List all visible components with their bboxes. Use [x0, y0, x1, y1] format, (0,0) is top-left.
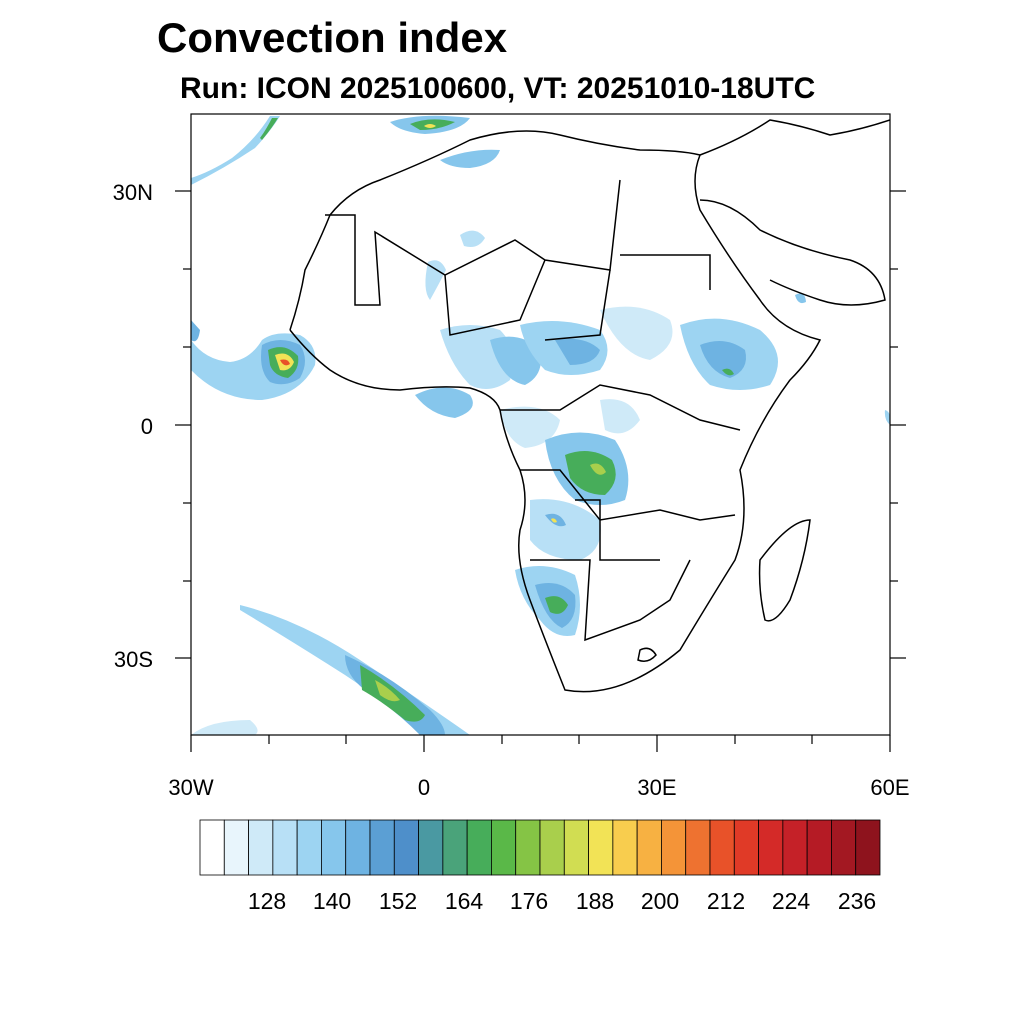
map-subtitle: Run: ICON 2025100600, VT: 20251010-18UTC — [180, 72, 816, 105]
colorbar-swatch — [418, 819, 444, 876]
colorbar-swatch — [782, 819, 808, 876]
colorbar-label: 212 — [706, 888, 746, 914]
y-label-30s: 30S — [113, 647, 153, 672]
colorbar-swatch — [612, 819, 638, 876]
colorbar-swatch — [758, 819, 784, 876]
colorbar-swatch — [442, 819, 468, 876]
map-title: Convection index — [157, 14, 508, 61]
coastlines — [289, 119, 890, 693]
colorbar-label: 128 — [247, 888, 287, 914]
colorbar-swatch — [491, 819, 517, 876]
y-label-30n: 30N — [112, 180, 153, 205]
x-label-0: 0 — [417, 775, 431, 800]
x-label-60e: 60E — [870, 775, 910, 800]
colorbar-swatch — [636, 819, 662, 876]
colorbar-swatch — [466, 819, 492, 876]
colorbar-label: 200 — [640, 888, 680, 914]
colorbar-swatch — [248, 819, 274, 876]
colorbar-swatch — [223, 819, 249, 876]
axis-ticks — [175, 190, 906, 752]
colorbar-label: 188 — [575, 888, 615, 914]
colorbar-swatch — [685, 819, 711, 876]
colorbar-label: 224 — [771, 888, 811, 914]
colorbar-swatch — [661, 819, 687, 876]
colorbar-swatch — [806, 819, 832, 876]
colorbar-label: 164 — [444, 888, 484, 914]
colorbar-swatch — [515, 819, 541, 876]
colorbar-label: 236 — [837, 888, 877, 914]
colorbar-swatch — [321, 819, 347, 876]
convection-field — [191, 115, 890, 735]
y-label-0: 0 — [140, 414, 153, 439]
colorbar-swatch — [539, 819, 565, 876]
colorbar-swatch — [588, 819, 614, 876]
colorbar-label: 176 — [509, 888, 549, 914]
colorbar-swatch — [369, 819, 395, 876]
colorbar-swatch — [855, 819, 881, 876]
colorbar — [199, 819, 881, 876]
colorbar-swatch — [199, 819, 225, 876]
colorbar-label: 140 — [312, 888, 352, 914]
colorbar-swatch — [709, 819, 735, 876]
colorbar-swatch — [393, 819, 419, 876]
colorbar-swatch — [831, 819, 857, 876]
colorbar-swatch — [345, 819, 371, 876]
x-label-30e: 30E — [637, 775, 677, 800]
colorbar-swatch — [296, 819, 322, 876]
x-label-30w: 30W — [168, 775, 214, 800]
colorbar-label: 152 — [378, 888, 418, 914]
colorbar-swatch — [563, 819, 589, 876]
colorbar-swatch — [733, 819, 759, 876]
colorbar-swatch — [272, 819, 298, 876]
